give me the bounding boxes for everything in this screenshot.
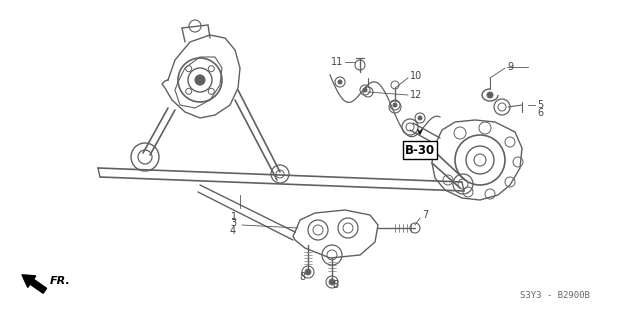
Circle shape <box>393 103 397 107</box>
Circle shape <box>418 116 422 120</box>
Text: 11: 11 <box>331 57 343 67</box>
Text: 8: 8 <box>332 280 338 290</box>
Text: B-30: B-30 <box>405 144 435 157</box>
Circle shape <box>195 75 205 85</box>
Text: 10: 10 <box>410 71 422 81</box>
Text: 12: 12 <box>410 90 422 100</box>
Text: FR.: FR. <box>50 276 71 286</box>
Text: 5: 5 <box>537 100 543 110</box>
Text: 1: 1 <box>231 212 237 222</box>
FancyArrow shape <box>22 275 47 293</box>
Circle shape <box>363 88 367 92</box>
Text: 9: 9 <box>507 62 513 72</box>
Circle shape <box>329 279 335 285</box>
Text: 3: 3 <box>230 218 236 228</box>
Text: S3Y3 - B2900B: S3Y3 - B2900B <box>520 291 590 300</box>
Text: 6: 6 <box>537 108 543 118</box>
Text: 8: 8 <box>299 272 305 282</box>
Text: 7: 7 <box>422 210 428 220</box>
Circle shape <box>338 80 342 84</box>
Circle shape <box>305 269 311 275</box>
Circle shape <box>487 92 493 98</box>
Text: 4: 4 <box>230 226 236 236</box>
